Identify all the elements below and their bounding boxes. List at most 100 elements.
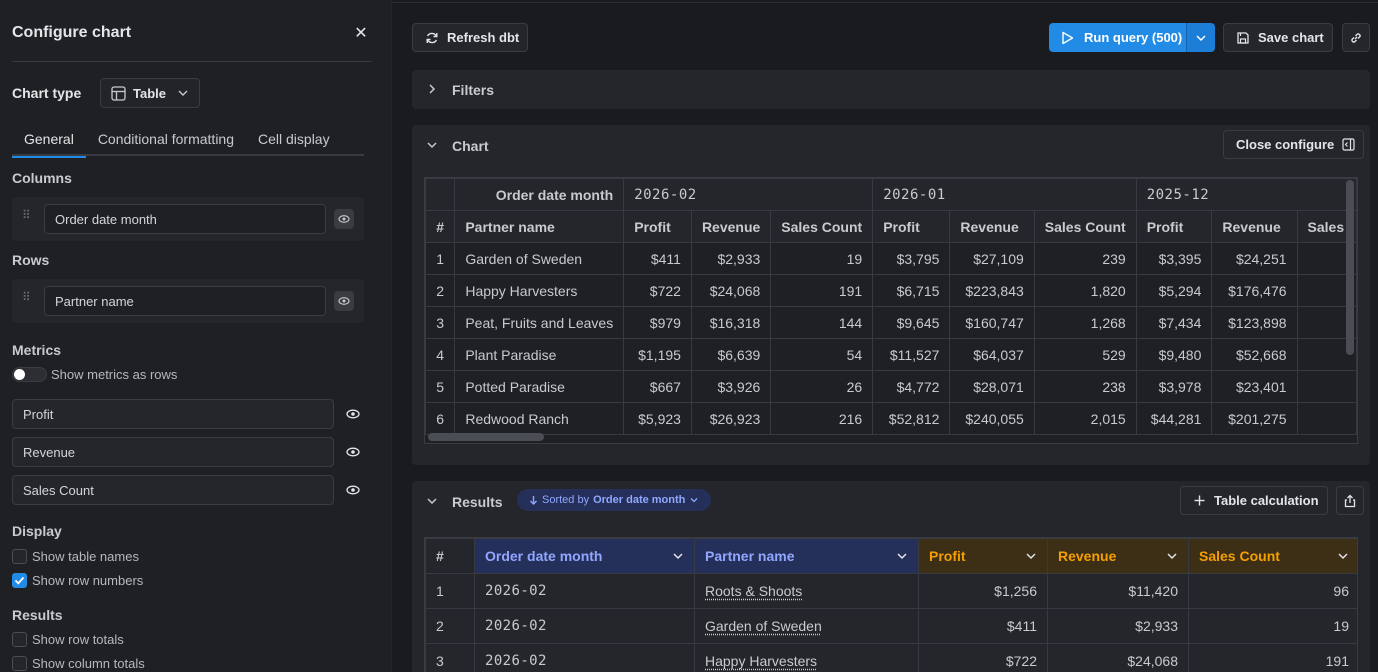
value-cell: $24,068 — [690, 274, 772, 307]
export-button[interactable] — [1336, 486, 1364, 515]
tab-general[interactable]: General — [12, 128, 86, 158]
pivot-metric-header: Sales Count — [1033, 210, 1137, 243]
results-column-header[interactable]: Partner name — [694, 538, 919, 574]
results-column-header[interactable]: Revenue — [1047, 538, 1189, 574]
results-column-header[interactable]: Order date month — [474, 538, 695, 574]
eye-icon[interactable] — [334, 291, 354, 311]
top-border — [392, 0, 1378, 3]
results-column-header[interactable]: Profit — [918, 538, 1048, 574]
value-cell — [1296, 370, 1357, 403]
close-configure-button[interactable]: Close configure — [1223, 130, 1364, 159]
eye-icon[interactable] — [344, 443, 362, 461]
run-query-label: Run query (500) — [1084, 30, 1183, 45]
pivot-month-header: 2026-01 — [872, 178, 1137, 211]
vertical-scrollbar[interactable] — [1346, 180, 1354, 355]
partner-name-link[interactable]: Garden of Sweden — [705, 618, 822, 634]
chevron-down-icon[interactable] — [672, 550, 684, 562]
chevron-down-icon — [690, 498, 698, 503]
check-icon — [14, 576, 25, 585]
rows-field[interactable]: Partner name — [44, 286, 326, 316]
value-cell: $23,401 — [1211, 370, 1298, 403]
show-row-totals-label: Show row totals — [32, 632, 124, 647]
value-cell: 1,820 — [1033, 274, 1137, 307]
close-icon[interactable]: ✕ — [354, 25, 368, 42]
chevron-down-icon[interactable] — [1166, 550, 1178, 562]
results-table-container[interactable]: # Order date month Partner name Profit R… — [424, 537, 1358, 672]
show-row-totals-checkbox[interactable] — [12, 632, 27, 647]
value-cell: $52,812 — [872, 402, 951, 435]
show-metrics-as-rows-label: Show metrics as rows — [51, 367, 178, 382]
chevron-down-icon[interactable] — [896, 550, 908, 562]
row-number-cell: 2 — [425, 608, 475, 644]
value-cell: 529 — [1033, 338, 1137, 371]
partner-name-cell: Garden of Sweden — [694, 608, 919, 644]
share-link-button[interactable] — [1342, 23, 1370, 52]
drag-handle-icon[interactable]: ⠿ — [22, 208, 32, 222]
pivot-metric-header: Revenue — [949, 210, 1035, 243]
save-chart-button[interactable]: Save chart — [1223, 23, 1333, 52]
sort-badge-field: Order date month — [593, 494, 686, 506]
value-cell: 238 — [1033, 370, 1137, 403]
tab-conditional-formatting[interactable]: Conditional formatting — [97, 131, 234, 147]
value-cell: $160,747 — [949, 306, 1035, 339]
run-query-options-button[interactable] — [1186, 23, 1215, 52]
rows-label: Rows — [12, 252, 50, 268]
value-cell: $16,318 — [690, 306, 772, 339]
value-cell: 144 — [770, 306, 874, 339]
show-metrics-as-rows-toggle[interactable] — [12, 367, 47, 382]
filters-panel[interactable]: Filters — [412, 70, 1370, 109]
drag-handle-icon[interactable]: ⠿ — [22, 290, 32, 304]
value-cell: $24,251 — [1211, 242, 1298, 275]
metric-field-sales-count[interactable]: Sales Count — [12, 475, 334, 505]
sort-badge[interactable]: Sorted by Order date month — [517, 489, 712, 511]
value-cell: $9,480 — [1135, 338, 1213, 371]
partner-name-link[interactable]: Happy Harvesters — [705, 653, 818, 669]
chevron-down-icon[interactable] — [426, 495, 438, 507]
value-cell: $6,639 — [690, 338, 772, 371]
row-number-cell: 1 — [425, 242, 456, 275]
chevron-down-icon[interactable] — [1025, 550, 1037, 562]
row-number-cell: 5 — [425, 370, 456, 403]
table-row: 5 Potted Paradise $667 $3,926 26 $4,772 $28,07… — [425, 370, 1357, 403]
arrow-down-icon — [530, 496, 537, 505]
eye-icon[interactable] — [344, 405, 362, 423]
value-cell: $667 — [623, 370, 692, 403]
metric-field-revenue[interactable]: Revenue — [12, 437, 334, 467]
row-number-cell: 6 — [425, 402, 456, 435]
results-column-header[interactable]: Sales Count — [1188, 538, 1357, 574]
table-calculation-button[interactable]: Table calculation — [1180, 486, 1328, 515]
value-cell: $3,978 — [1135, 370, 1213, 403]
chart-type-select[interactable]: Table — [100, 78, 200, 108]
revenue-cell: $2,933 — [1047, 608, 1189, 644]
pivot-month-header: 2025-12 — [1135, 178, 1357, 211]
eye-icon[interactable] — [344, 481, 362, 499]
value-cell: $44,281 — [1135, 402, 1213, 435]
value-cell: 216 — [770, 402, 874, 435]
columns-label: Columns — [12, 170, 72, 186]
show-column-totals-checkbox[interactable] — [12, 656, 27, 671]
chevron-down-icon[interactable] — [426, 139, 438, 151]
run-query-button[interactable]: Run query (500) — [1049, 23, 1186, 52]
revenue-cell: $11,420 — [1047, 573, 1189, 609]
chevron-right-icon[interactable] — [426, 83, 438, 95]
value-cell: $123,898 — [1211, 306, 1298, 339]
partner-name-cell: Garden of Sweden — [454, 242, 625, 275]
show-column-totals-label: Show column totals — [32, 656, 145, 671]
eye-icon[interactable] — [334, 209, 354, 229]
value-cell: $3,795 — [872, 242, 951, 275]
partner-name-cell: Potted Paradise — [454, 370, 625, 403]
sales-count-cell: 191 — [1188, 643, 1357, 672]
value-cell: 19 — [770, 242, 874, 275]
pivot-table-container[interactable]: Order date month 2026-02 2026-01 2025-12… — [424, 177, 1358, 444]
partner-name-link[interactable]: Roots & Shoots — [705, 583, 803, 599]
horizontal-scrollbar[interactable] — [428, 433, 544, 441]
metric-field-profit[interactable]: Profit — [12, 399, 334, 429]
show-row-numbers-checkbox[interactable] — [12, 573, 27, 588]
columns-field[interactable]: Order date month — [44, 204, 326, 234]
show-table-names-checkbox[interactable] — [12, 549, 27, 564]
tab-cell-display[interactable]: Cell display — [258, 131, 330, 147]
chevron-down-icon[interactable] — [1337, 550, 1349, 562]
order-date-month-cell: 2026-02 — [474, 608, 695, 644]
refresh-dbt-button[interactable]: Refresh dbt — [412, 23, 528, 52]
value-cell: $1,195 — [623, 338, 692, 371]
